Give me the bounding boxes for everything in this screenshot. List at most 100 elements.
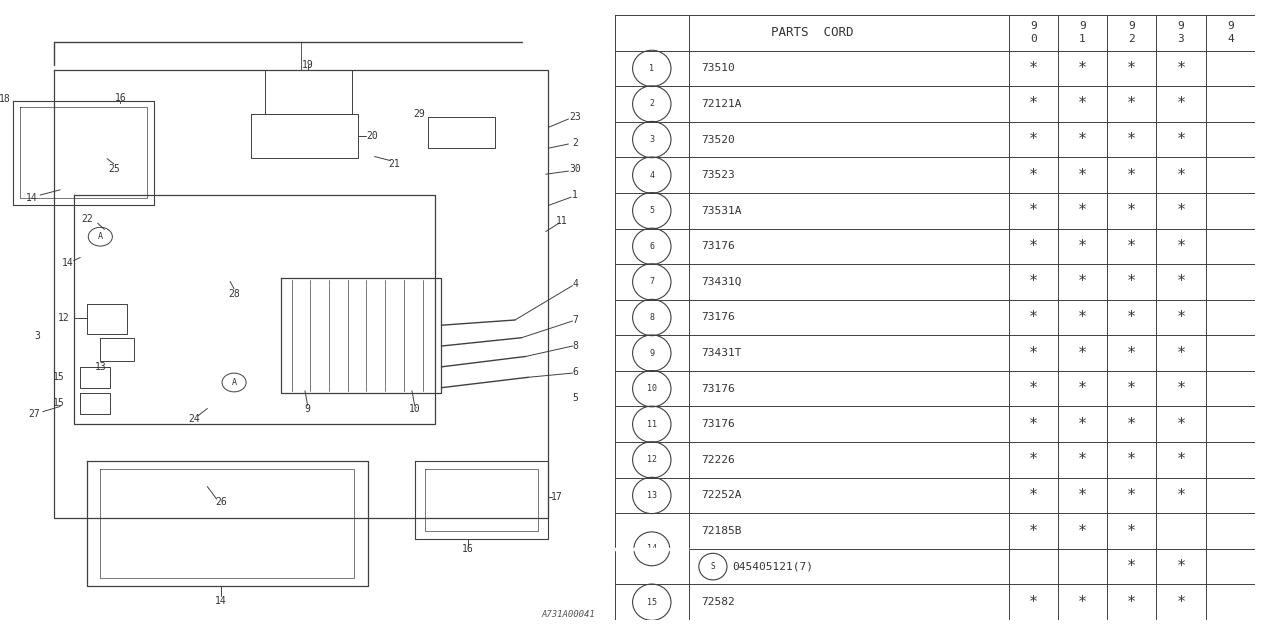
Text: *: *: [1128, 239, 1137, 254]
Text: *: *: [1078, 239, 1087, 254]
Text: 23: 23: [570, 112, 581, 122]
Text: 8: 8: [649, 313, 654, 322]
Text: 5: 5: [572, 393, 579, 403]
Text: 26: 26: [215, 497, 227, 508]
Text: 2: 2: [649, 99, 654, 108]
Text: 2: 2: [1129, 34, 1135, 44]
Text: 4: 4: [649, 171, 654, 180]
Text: 72226: 72226: [701, 455, 735, 465]
Text: S: S: [710, 562, 716, 571]
Text: 73431Q: 73431Q: [701, 277, 742, 287]
Text: 13: 13: [646, 491, 657, 500]
Text: *: *: [1078, 97, 1087, 111]
Text: 11: 11: [556, 216, 567, 226]
Text: 72121A: 72121A: [701, 99, 742, 109]
Text: *: *: [1176, 381, 1185, 396]
Text: 73176: 73176: [701, 383, 735, 394]
Text: 15: 15: [646, 598, 657, 607]
Text: *: *: [1029, 275, 1038, 289]
Text: 5: 5: [649, 206, 654, 215]
Text: *: *: [1128, 452, 1137, 467]
Text: *: *: [1029, 488, 1038, 503]
Text: *: *: [1176, 275, 1185, 289]
Text: 72252A: 72252A: [701, 490, 742, 500]
Text: 13: 13: [95, 362, 106, 372]
Text: 73531A: 73531A: [701, 205, 742, 216]
Text: *: *: [1128, 310, 1137, 325]
Text: 27: 27: [28, 409, 40, 419]
Text: *: *: [1176, 488, 1185, 503]
Text: 14: 14: [61, 258, 73, 268]
Text: *: *: [1176, 168, 1185, 182]
Text: *: *: [1128, 559, 1137, 574]
Text: 73431T: 73431T: [701, 348, 742, 358]
Text: *: *: [1078, 381, 1087, 396]
Text: 29: 29: [413, 109, 425, 119]
Text: *: *: [1029, 132, 1038, 147]
Text: 73176: 73176: [701, 419, 735, 429]
Text: 73510: 73510: [701, 63, 735, 74]
Text: *: *: [1029, 524, 1038, 538]
Text: PARTS  CORD: PARTS CORD: [771, 26, 852, 39]
Text: 72185B: 72185B: [701, 526, 742, 536]
Text: *: *: [1128, 204, 1137, 218]
Text: 7: 7: [572, 315, 579, 325]
Text: *: *: [1029, 417, 1038, 432]
Text: 25: 25: [108, 164, 119, 174]
Text: 73176: 73176: [701, 241, 735, 252]
Text: 20: 20: [366, 131, 378, 141]
Text: *: *: [1176, 204, 1185, 218]
Text: 14: 14: [646, 545, 657, 554]
Text: *: *: [1128, 346, 1137, 360]
Text: 72582: 72582: [701, 597, 735, 607]
Text: *: *: [1128, 168, 1137, 182]
Text: 9: 9: [1228, 21, 1234, 31]
Text: 9: 9: [305, 403, 311, 413]
Text: 16: 16: [462, 544, 474, 554]
Text: 6: 6: [649, 242, 654, 251]
Text: *: *: [1029, 97, 1038, 111]
Text: *: *: [1128, 488, 1137, 503]
Text: *: *: [1128, 524, 1137, 538]
Text: *: *: [1128, 61, 1137, 76]
Text: A731A00041: A731A00041: [541, 610, 595, 619]
Text: *: *: [1128, 417, 1137, 432]
Text: *: *: [1078, 452, 1087, 467]
Text: *: *: [1029, 61, 1038, 76]
Text: 19: 19: [302, 60, 314, 70]
Text: *: *: [1029, 310, 1038, 325]
Text: *: *: [1176, 61, 1185, 76]
Text: 6: 6: [572, 367, 579, 377]
Text: 17: 17: [550, 492, 562, 502]
Text: *: *: [1176, 595, 1185, 610]
Text: *: *: [1029, 168, 1038, 182]
Text: *: *: [1176, 239, 1185, 254]
Text: 9: 9: [1030, 21, 1037, 31]
Text: *: *: [1128, 595, 1137, 610]
Text: *: *: [1078, 524, 1087, 538]
Text: 14: 14: [26, 193, 37, 203]
Text: 045405121(7): 045405121(7): [732, 562, 813, 572]
Text: 8: 8: [572, 341, 579, 351]
Text: 3: 3: [35, 331, 40, 340]
Text: 4: 4: [572, 278, 579, 289]
Text: 73176: 73176: [701, 312, 735, 323]
Text: 2: 2: [572, 138, 579, 148]
Text: *: *: [1078, 132, 1087, 147]
Text: 21: 21: [389, 159, 401, 169]
Text: *: *: [1128, 381, 1137, 396]
Text: *: *: [1078, 275, 1087, 289]
Text: 28: 28: [228, 289, 239, 299]
Text: *: *: [1128, 275, 1137, 289]
Text: *: *: [1078, 168, 1087, 182]
Text: 9: 9: [1079, 21, 1085, 31]
Text: *: *: [1029, 346, 1038, 360]
Text: 4: 4: [1228, 34, 1234, 44]
Text: 16: 16: [114, 93, 127, 103]
Text: 14: 14: [215, 596, 227, 606]
Text: 73520: 73520: [701, 134, 735, 145]
Text: 22: 22: [81, 214, 93, 224]
Text: *: *: [1078, 417, 1087, 432]
Text: 73523: 73523: [701, 170, 735, 180]
Text: 7: 7: [649, 277, 654, 287]
